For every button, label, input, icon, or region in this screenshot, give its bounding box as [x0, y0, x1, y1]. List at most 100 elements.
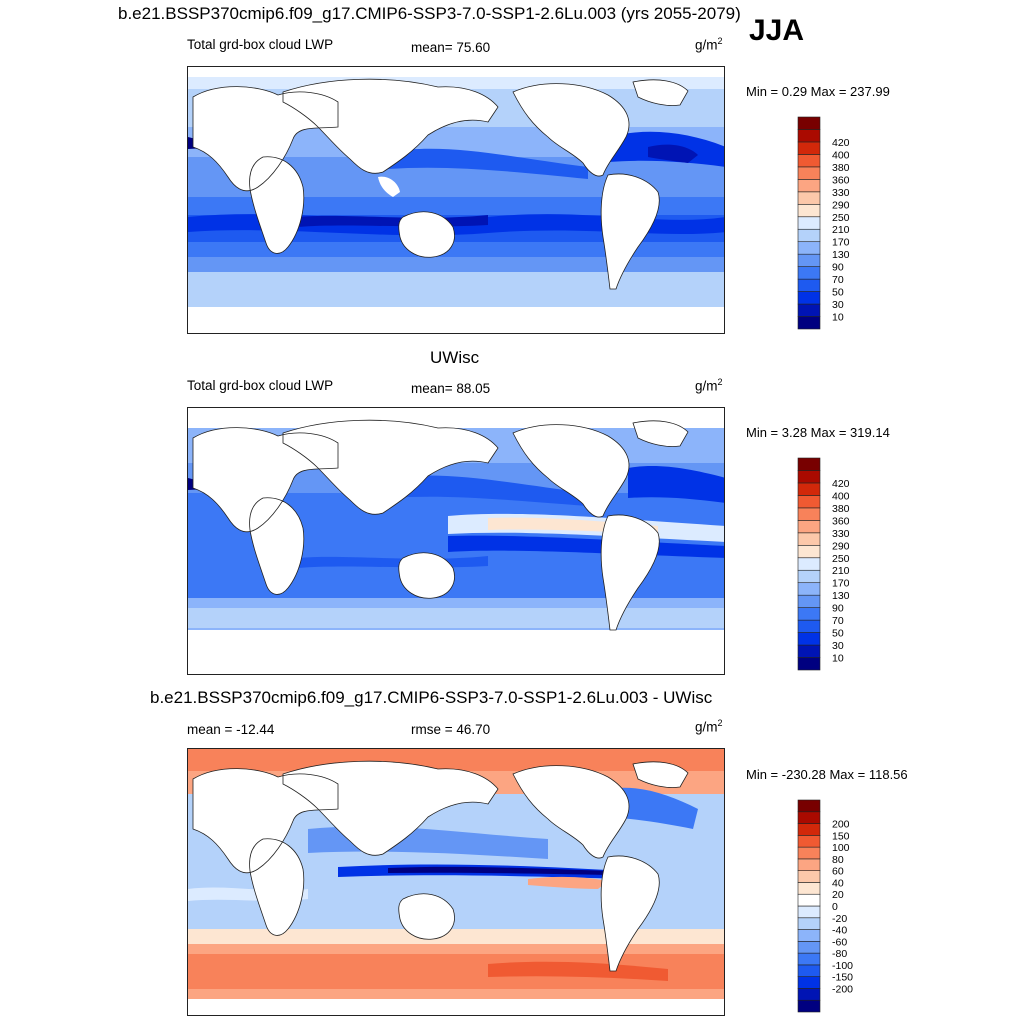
colorbar-swatch — [797, 917, 821, 930]
colorbar-swatch — [797, 870, 821, 883]
colorbar-swatch — [797, 799, 821, 813]
colorbar-swatch — [797, 316, 821, 330]
colorbar-swatch — [797, 964, 821, 977]
units-label: g/m2 — [695, 377, 723, 394]
colorbar-swatch — [797, 632, 821, 646]
colorbar-swatch — [797, 166, 821, 180]
colorbar-swatch — [797, 179, 821, 193]
colorbar-swatch — [797, 482, 821, 496]
colorbar-swatch — [797, 470, 821, 484]
colorbar-swatch — [797, 607, 821, 621]
colorbar-level-label: 70 — [832, 274, 844, 286]
units-label: g/m2 — [695, 718, 723, 735]
variable-label: Total grd-box cloud LWP — [187, 378, 334, 393]
map-obs — [187, 407, 725, 675]
colorbar-level-label: 90 — [832, 603, 844, 615]
minmax-label: Min = 0.29 Max = 237.99 — [746, 84, 890, 99]
colorbar-level-label: 250 — [832, 212, 850, 224]
variable-label: Total grd-box cloud LWP — [187, 37, 334, 52]
minmax-label: Min = -230.28 Max = 118.56 — [746, 767, 908, 782]
colorbar-level-label: 400 — [832, 490, 850, 502]
colorbar-level-label: 200 — [832, 819, 850, 831]
colorbar-swatch — [797, 582, 821, 596]
colorbar-swatch — [797, 520, 821, 534]
colorbar-level-label: 60 — [832, 866, 844, 878]
colorbar-swatch — [797, 457, 821, 471]
plot-title: b.e21.BSSP370cmip6.f09_g17.CMIP6-SSP3-7.… — [118, 4, 741, 23]
colorbar-swatch — [797, 557, 821, 571]
colorbar-swatch — [797, 976, 821, 989]
colorbar-swatch — [797, 203, 821, 218]
colorbar-level-label: -150 — [832, 972, 853, 984]
colorbar-level-label: 0 — [832, 901, 838, 913]
season-label: JJA — [749, 14, 805, 47]
colorbar-swatch — [797, 858, 821, 871]
colorbar-swatch — [797, 216, 821, 230]
colorbar-diff: -200 -150 -100 -80 -60 -40 -20 0 20 40 60 80 100 150 2… — [797, 799, 853, 1013]
colorbar-level-label: -200 — [832, 983, 853, 995]
colorbar-swatch — [797, 154, 821, 168]
colorbar-swatch — [797, 303, 821, 317]
colorbar-swatch — [797, 544, 821, 559]
colorbar-level-label: 360 — [832, 515, 850, 527]
colorbar-case: 10 30 50 70 90 130 170 210 250 290 330 360 380 400 420 — [797, 116, 850, 330]
colorbar-swatch — [797, 893, 821, 907]
colorbar-swatch — [797, 823, 821, 836]
colorbar-level-label: -80 — [832, 948, 847, 960]
colorbar-level-label: 290 — [832, 199, 850, 211]
colorbar-level-label: 170 — [832, 237, 850, 249]
rmse-label: rmse = 46.70 — [411, 722, 491, 737]
colorbar-level-label: 130 — [832, 249, 850, 261]
colorbar-level-label: 100 — [832, 842, 850, 854]
colorbar-level-label: 20 — [832, 889, 844, 901]
colorbar-swatch — [797, 941, 821, 954]
colorbar-swatch — [797, 228, 821, 243]
colorbar-level-label: 70 — [832, 615, 844, 627]
colorbar-swatch — [797, 846, 821, 860]
units-label: g/m2 — [695, 36, 723, 53]
colorbar-swatch — [797, 569, 821, 584]
colorbar-swatch — [797, 495, 821, 509]
colorbar-level-label: 50 — [832, 287, 844, 299]
colorbar-swatch — [797, 266, 821, 280]
map-case — [187, 66, 725, 334]
colorbar-swatch — [797, 532, 821, 546]
colorbar-swatch — [797, 129, 821, 143]
colorbar-level-label: 210 — [832, 565, 850, 577]
colorbar-swatch — [797, 905, 821, 919]
colorbar-level-label: 420 — [832, 478, 850, 490]
minmax-label: Min = 3.28 Max = 319.14 — [746, 425, 890, 440]
colorbar-level-label: 90 — [832, 262, 844, 274]
colorbar-level-label: -20 — [832, 913, 847, 925]
colorbar-level-label: 330 — [832, 528, 850, 540]
panel-heading: UWisc — [430, 348, 480, 367]
panel-heading: b.e21.BSSP370cmip6.f09_g17.CMIP6-SSP3-7.… — [150, 688, 713, 707]
colorbar-level-label: 130 — [832, 590, 850, 602]
colorbar-swatch — [797, 988, 821, 1001]
colorbar-level-label: 10 — [832, 653, 844, 665]
colorbar-swatch — [797, 811, 821, 824]
colorbar-swatch — [797, 952, 821, 966]
colorbar-level-label: 30 — [832, 299, 844, 311]
colorbar-level-label: 150 — [832, 830, 850, 842]
colorbar-swatch — [797, 657, 821, 671]
colorbar-swatch — [797, 644, 821, 658]
colorbar-swatch — [797, 291, 821, 305]
colorbar-swatch — [797, 141, 821, 155]
colorbar-level-label: 40 — [832, 877, 844, 889]
colorbar-swatch — [797, 191, 821, 205]
map-diff — [187, 748, 725, 1016]
colorbar-level-label: 50 — [832, 628, 844, 640]
colorbar-level-label: 330 — [832, 187, 850, 199]
colorbar-swatch — [797, 619, 821, 633]
colorbar-level-label: 360 — [832, 174, 850, 186]
colorbar-swatch — [797, 278, 821, 292]
colorbar-level-label: 420 — [832, 137, 850, 149]
colorbar-swatch — [797, 999, 821, 1013]
colorbar-level-label: -100 — [832, 960, 853, 972]
colorbar-level-label: 170 — [832, 578, 850, 590]
colorbar-level-label: -40 — [832, 925, 847, 937]
colorbar-swatch — [797, 835, 821, 848]
colorbar-swatch — [797, 507, 821, 521]
colorbar-level-label: -60 — [832, 936, 847, 948]
